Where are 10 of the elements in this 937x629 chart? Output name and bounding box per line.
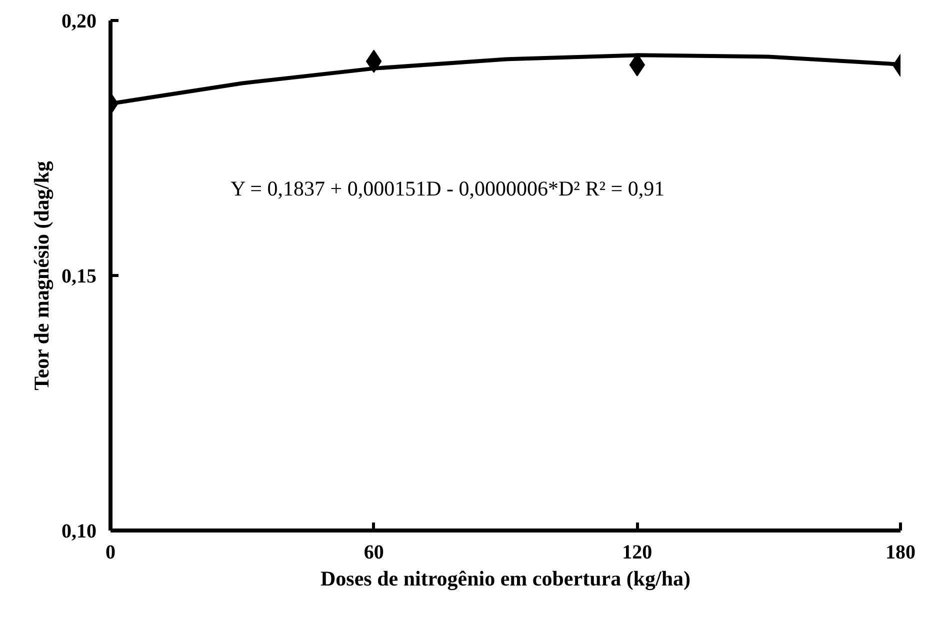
x-tick-label: 0 xyxy=(106,542,116,564)
y-tick-label: 0,15 xyxy=(62,266,96,288)
x-tick-label: 180 xyxy=(886,542,916,564)
x-tick-label: 60 xyxy=(364,542,384,564)
x-axis-title: Doses de nitrogênio em cobertura (kg/ha) xyxy=(320,566,691,590)
y-tick-label: 0,20 xyxy=(62,10,96,32)
y-axis-title: Teor de magnésio (dag/kg xyxy=(30,160,54,390)
y-tick-label: 0,10 xyxy=(62,520,96,542)
annotation: Y = 0,1837 + 0,000151D - 0,0000006*D² R² = 0,91 xyxy=(230,176,665,200)
x-tick-label: 120 xyxy=(622,542,652,564)
